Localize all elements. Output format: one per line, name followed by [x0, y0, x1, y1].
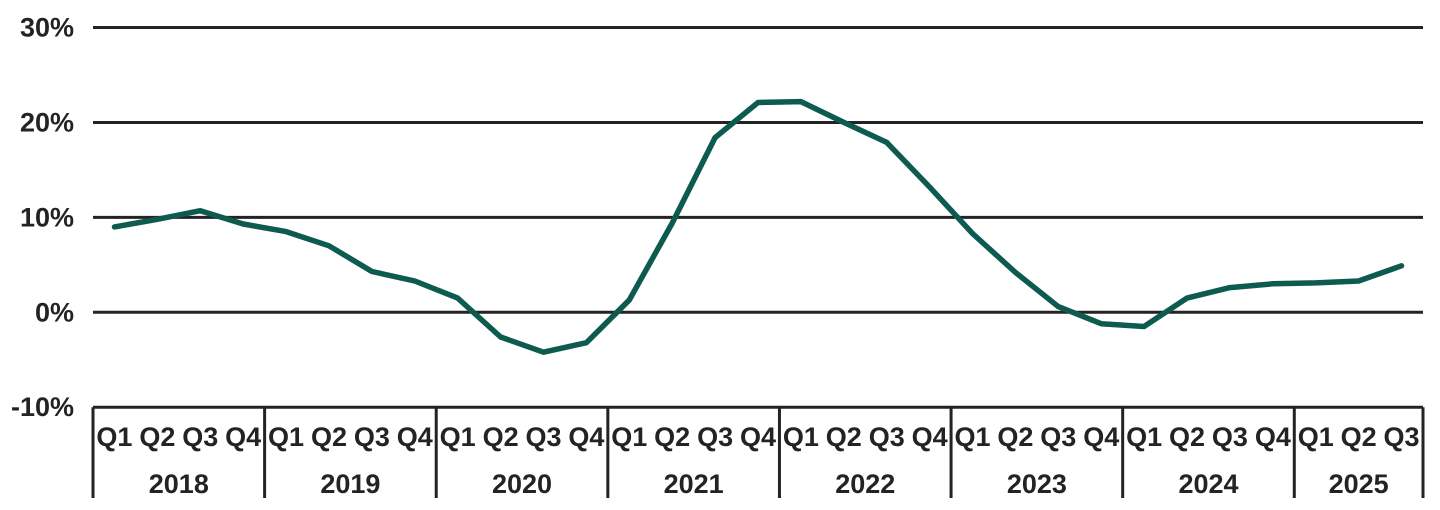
quarter-tick-label: Q4 — [1255, 422, 1291, 452]
quarter-tick-label: Q1 — [440, 422, 476, 452]
series-line-quarterly-percentage — [111, 98, 1405, 355]
quarter-tick-label: Q3 — [1384, 422, 1420, 452]
quarter-tick-label: Q1 — [955, 422, 991, 452]
quarter-tick-label: Q2 — [654, 422, 690, 452]
quarter-tick-label: Q1 — [783, 422, 819, 452]
quarter-tick-label: Q1 — [1298, 422, 1334, 452]
year-label: 2019 — [320, 469, 380, 499]
year-label: 2020 — [492, 469, 552, 499]
quarter-tick-label: Q2 — [139, 422, 175, 452]
quarter-tick-label: Q1 — [1126, 422, 1162, 452]
quarter-tick-label: Q2 — [997, 422, 1033, 452]
quarter-tick-label: Q3 — [1212, 422, 1248, 452]
quarter-tick-label: Q2 — [826, 422, 862, 452]
quarter-tick-label: Q3 — [182, 422, 218, 452]
quarter-tick-label: Q4 — [1083, 422, 1119, 452]
year-label: 2023 — [1007, 469, 1067, 499]
quarter-tick-label: Q1 — [268, 422, 304, 452]
y-axis-tick-label: 30% — [20, 13, 74, 43]
year-label: 2025 — [1329, 469, 1389, 499]
quarter-tick-label: Q2 — [483, 422, 519, 452]
quarter-tick-label: Q3 — [869, 422, 905, 452]
quarter-tick-label: Q4 — [568, 422, 604, 452]
quarter-tick-label: Q1 — [96, 422, 132, 452]
year-label: 2021 — [664, 469, 724, 499]
quarter-tick-label: Q4 — [397, 422, 433, 452]
quarter-tick-label: Q3 — [1040, 422, 1076, 452]
quarter-tick-label: Q2 — [1169, 422, 1205, 452]
quarter-tick-label: Q1 — [611, 422, 647, 452]
quarter-tick-label: Q4 — [225, 422, 261, 452]
y-axis-tick-label: 0% — [35, 297, 74, 327]
y-axis-tick-label: 10% — [20, 202, 74, 232]
quarter-tick-label: Q2 — [1341, 422, 1377, 452]
quarter-tick-label: Q3 — [697, 422, 733, 452]
quarter-tick-label: Q3 — [354, 422, 390, 452]
y-axis-tick-label: 20% — [20, 107, 74, 137]
quarter-tick-label: Q4 — [740, 422, 776, 452]
y-axis-tick-label: -10% — [11, 392, 74, 422]
quarter-tick-label: Q4 — [912, 422, 948, 452]
quarter-tick-label: Q3 — [525, 422, 561, 452]
quarter-tick-label: Q2 — [311, 422, 347, 452]
year-label: 2024 — [1178, 469, 1238, 499]
year-label: 2018 — [149, 469, 209, 499]
year-label: 2022 — [835, 469, 895, 499]
